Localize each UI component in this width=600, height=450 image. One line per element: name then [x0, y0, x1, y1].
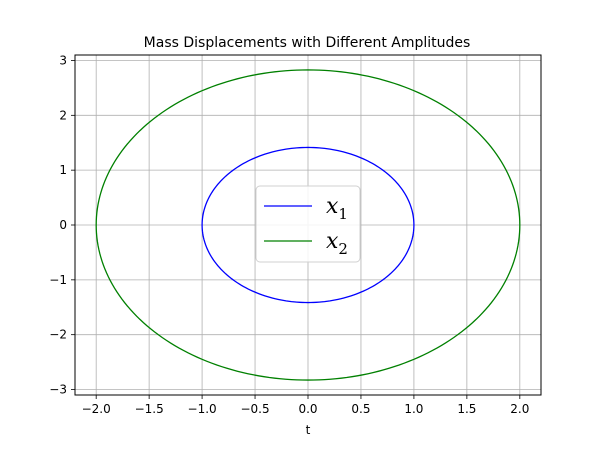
- y-tick-label: 0: [59, 218, 67, 232]
- legend-box: [255, 185, 361, 263]
- chart-title: Mass Displacements with Different Amplit…: [144, 35, 471, 51]
- series-line-1: [201, 146, 415, 304]
- legend-label-1: x1: [326, 194, 348, 223]
- ticks: −2.0 −1.5 −1.0 −0.5 0.0 0.5 1.0 1.5 2.0 −3 −2 −1 0 1 2…: [49, 53, 529, 416]
- legend-label-subscript: 2: [338, 240, 348, 258]
- x-tick-label: 0.5: [351, 402, 370, 416]
- y-tick-label: −2: [49, 328, 67, 342]
- y-tick-label: −3: [49, 383, 67, 397]
- y-tick-label: 3: [59, 53, 67, 67]
- legend-label-2: x2: [326, 229, 348, 258]
- y-tick-label: 1: [59, 163, 67, 177]
- x-tick-label: 1.5: [457, 402, 476, 416]
- x-tick-label: −2.0: [82, 402, 111, 416]
- x-tick-label: 1.0: [404, 402, 423, 416]
- x-axis-label: t: [306, 423, 311, 437]
- legend-label-base: x: [326, 194, 339, 219]
- legend-label-base: x: [326, 229, 339, 254]
- x-tick-label: 2.0: [510, 402, 529, 416]
- y-tick-label: 2: [59, 108, 67, 122]
- x-tick-label: −1.5: [135, 402, 164, 416]
- series-line-2: [95, 69, 521, 381]
- legend-label-subscript: 1: [338, 205, 348, 223]
- x-tick-label: 0.0: [298, 402, 317, 416]
- y-tick-label: −1: [49, 273, 67, 287]
- x-tick-label: −1.0: [188, 402, 217, 416]
- x-tick-label: −0.5: [240, 402, 269, 416]
- series-layer: [95, 69, 521, 381]
